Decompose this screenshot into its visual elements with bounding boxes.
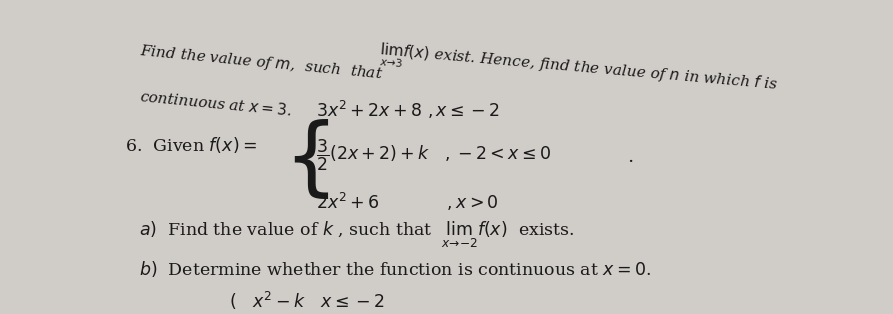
Text: $\dfrac{3}{2}(2x + 2) + k\quad ,-2 < x \leq 0$: $\dfrac{3}{2}(2x + 2) + k\quad ,-2 < x \… (316, 137, 551, 173)
Text: continuous at $x = 3$.: continuous at $x = 3$. (139, 89, 293, 119)
Text: Find the value of $m$,  such  that: Find the value of $m$, such that (139, 42, 384, 84)
Text: $b)$  Determine whether the function is continuous at $x = 0$.: $b)$ Determine whether the function is c… (139, 259, 652, 279)
Text: .: . (627, 148, 633, 166)
Text: $3x^2 + 2x + 8\ ,x \leq -2$: $3x^2 + 2x + 8\ ,x \leq -2$ (316, 99, 500, 121)
Text: $\lim_{x \to 3} f(x)$ exist. Hence, find the value of $n$ in which $f$ is: $\lim_{x \to 3} f(x)$ exist. Hence, find… (378, 41, 779, 103)
Text: 6.  Given $f(x) = $: 6. Given $f(x) = $ (125, 135, 257, 155)
Text: $a)$  Find the value of $k$ , such that  $\lim_{x \to -2} f(x)$  exists.: $a)$ Find the value of $k$ , such that $… (139, 219, 575, 250)
Text: $\{$: $\{$ (283, 118, 330, 202)
Text: $2x^2 + 6\qquad\qquad , x > 0$: $2x^2 + 6\qquad\qquad , x > 0$ (316, 191, 498, 213)
Text: $( \quad x^2 - k \quad x \leq -2$: $( \quad x^2 - k \quad x \leq -2$ (230, 290, 385, 312)
